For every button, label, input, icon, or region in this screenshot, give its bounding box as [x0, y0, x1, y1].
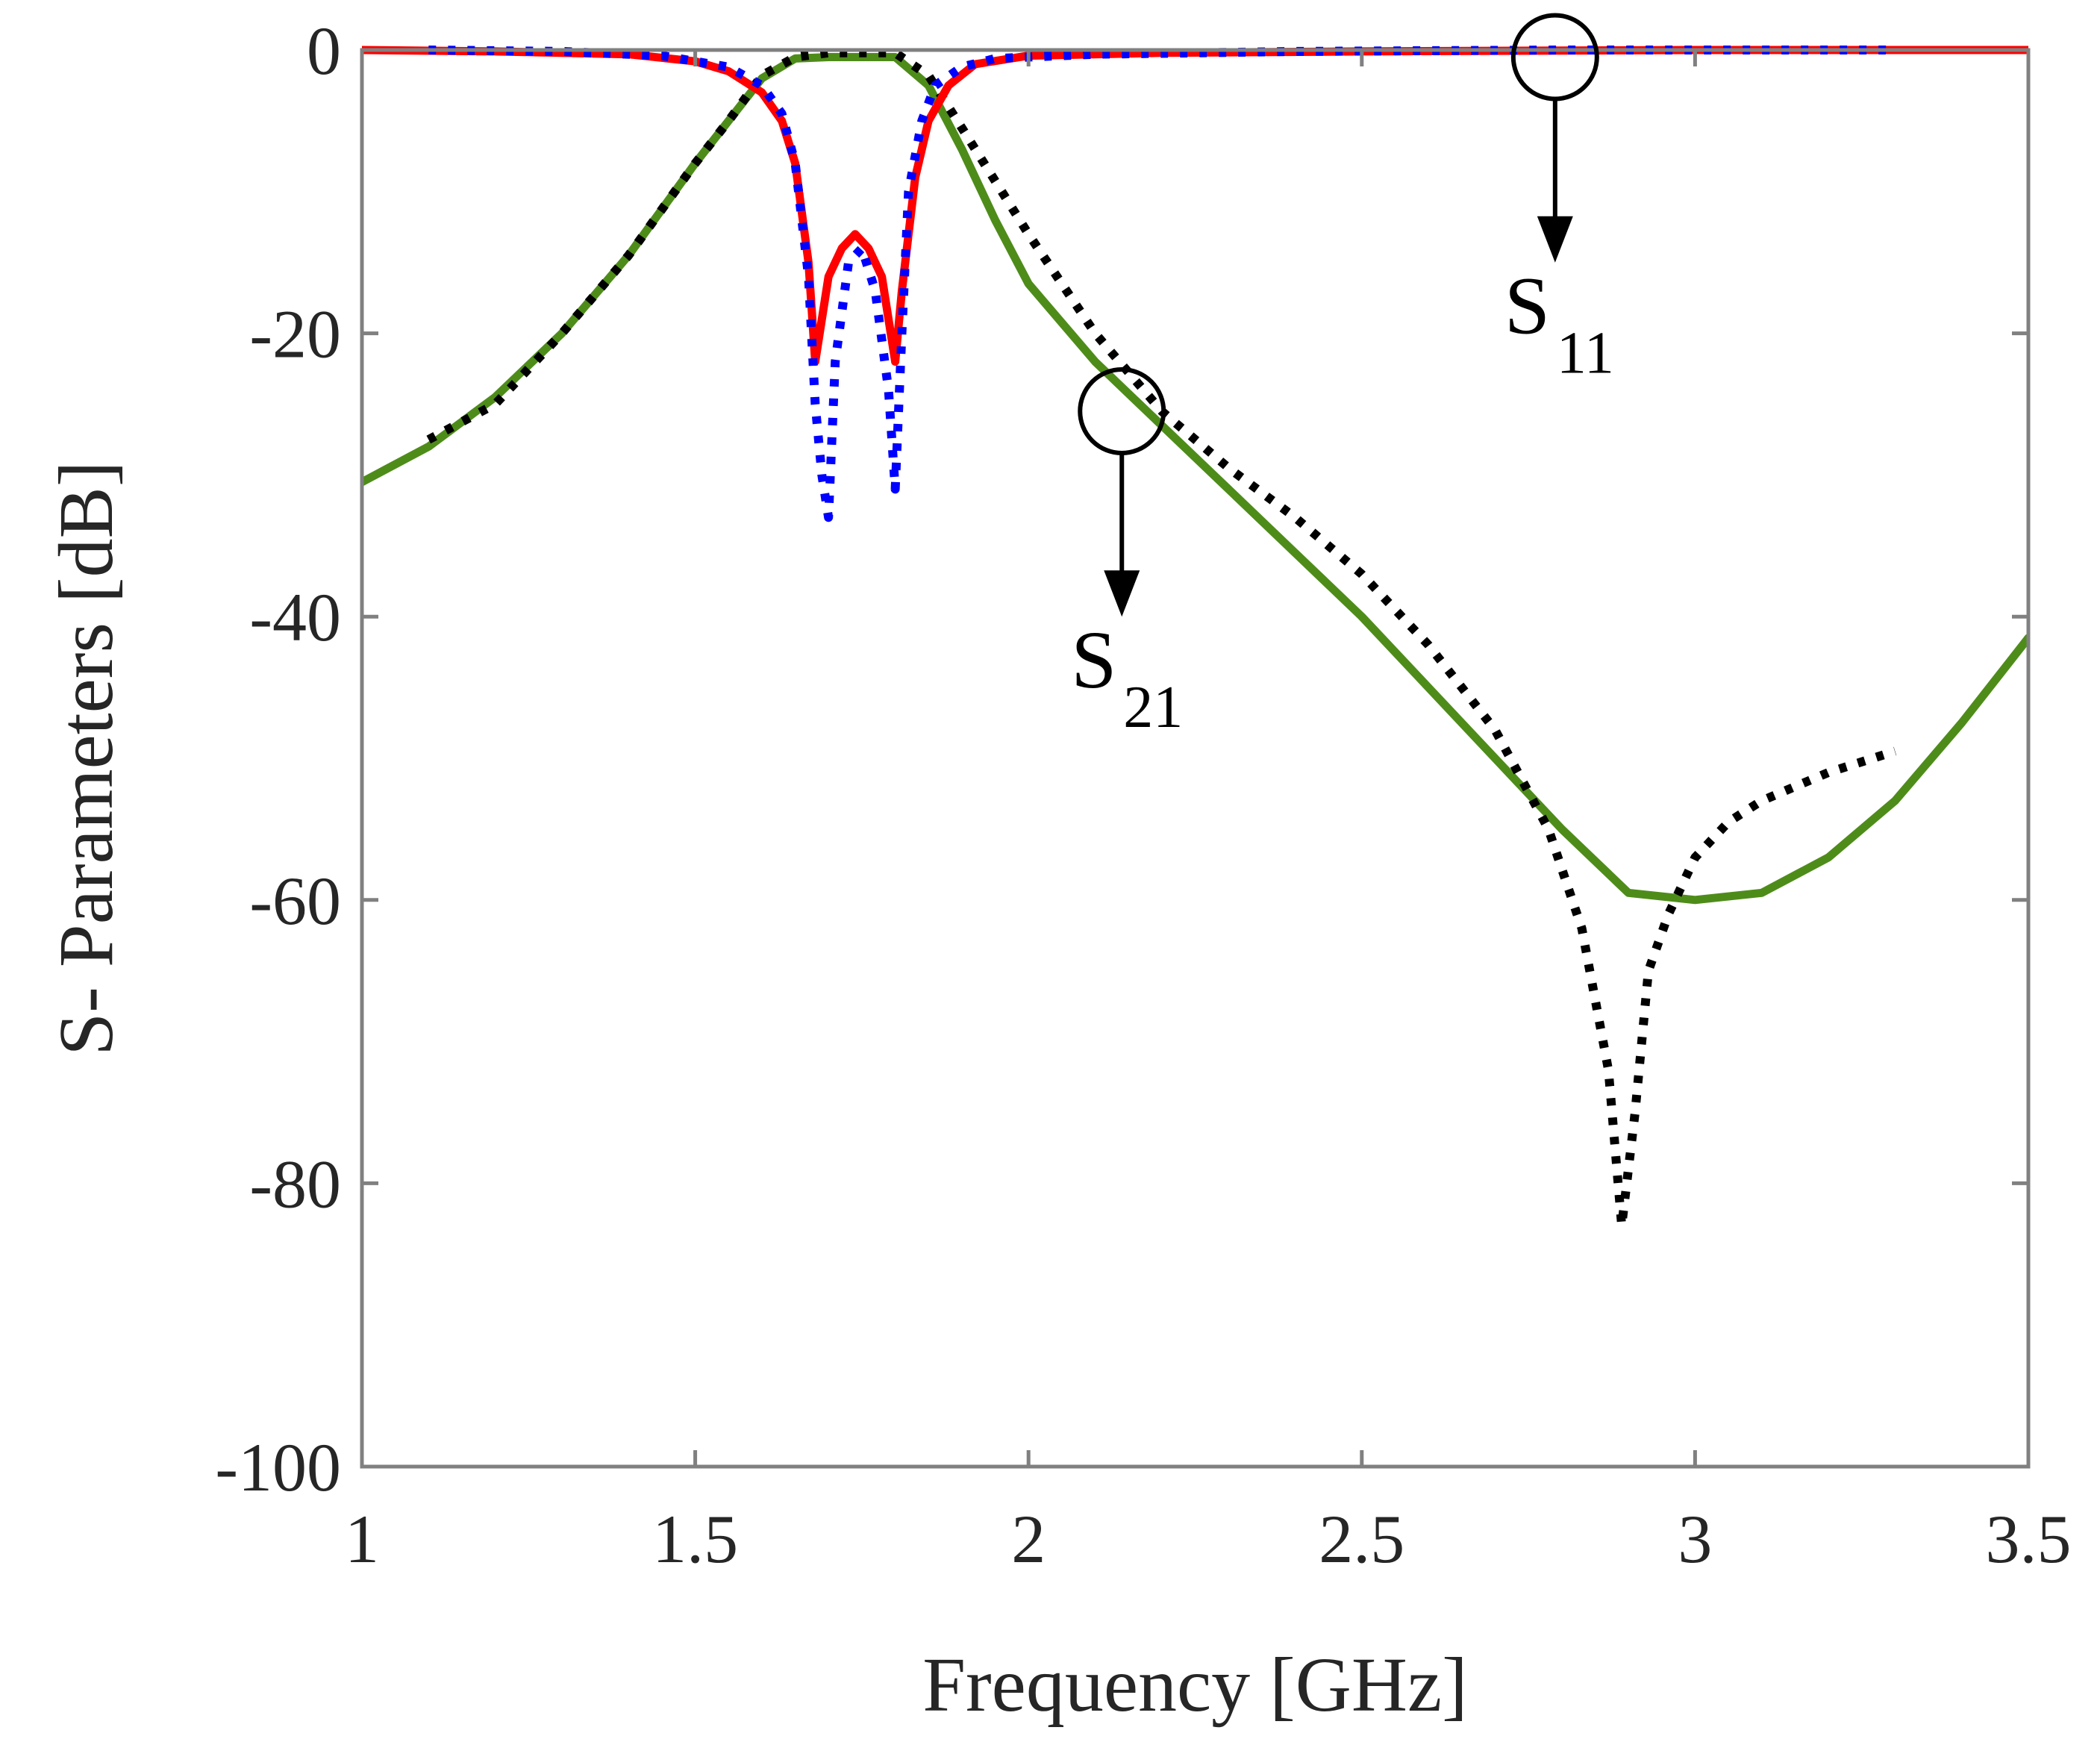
series-line-s11-simulated [362, 46, 2028, 366]
y-axis-title: S- Parameters [dB] [43, 461, 129, 1055]
annotation-s11-circle [1510, 13, 1599, 102]
y-tick-label: -20 [249, 296, 341, 372]
series-layer [362, 46, 2028, 1231]
series-line-s11-measured [428, 46, 1896, 522]
x-tick-label: 3 [1678, 1501, 1712, 1577]
y-tick-label: 0 [307, 13, 341, 89]
annotation-s11-subscript: 11 [1557, 321, 1614, 387]
annotation-s11-label: S [1504, 260, 1550, 352]
x-axis-title: Frequency [GHz] [922, 1642, 1468, 1728]
y-tick-label: -100 [215, 1429, 341, 1505]
y-tick-label: -40 [249, 579, 341, 655]
x-tick-label: 2 [1011, 1501, 1046, 1577]
annotation-s21-label: S [1071, 614, 1116, 705]
annotation-s21-subscript: 21 [1123, 675, 1183, 740]
y-tick-label: -60 [249, 863, 341, 939]
x-tick-label: 2.5 [1319, 1501, 1404, 1577]
x-tick-label: 3.5 [1986, 1501, 2072, 1577]
annotation-s21-arrow-head [1104, 570, 1140, 617]
axis-ticks: 1 1.5 2 2.5 3 3.5 0 -20 -40 -60 -80 -100 [215, 13, 2071, 1577]
annotation-s11-arrow-head [1537, 216, 1573, 263]
y-tick-label: -80 [249, 1146, 341, 1222]
x-tick-label: 1.5 [652, 1501, 738, 1577]
plot-area-frame [360, 48, 2031, 1469]
x-tick-label: 1 [345, 1501, 379, 1577]
